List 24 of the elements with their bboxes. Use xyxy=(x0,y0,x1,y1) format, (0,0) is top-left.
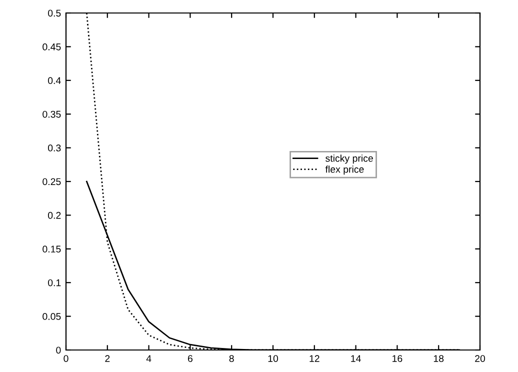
x-tick-label: 8 xyxy=(229,355,234,362)
y-tick-label: 0.1 xyxy=(48,279,61,286)
x-tick-label: 16 xyxy=(392,355,402,362)
x-tick-label: 20 xyxy=(475,355,486,362)
y-tick-label: 0 xyxy=(56,346,61,354)
y-tick-label: 0.05 xyxy=(42,313,61,320)
y-tick-label: 0.35 xyxy=(42,110,61,118)
x-tick-label: 4 xyxy=(146,355,152,362)
x-tick-label: 14 xyxy=(351,355,361,362)
x-tick-label: 10 xyxy=(268,355,278,362)
x-tick-label: 0 xyxy=(64,355,68,362)
y-tick-label: 0.3 xyxy=(48,144,61,152)
y-tick-label: 0.25 xyxy=(42,178,61,186)
y-tick-label: 0.4 xyxy=(48,77,61,84)
y-tick-label: 0.5 xyxy=(48,10,61,17)
y-tick-label: 0.15 xyxy=(42,246,61,253)
x-tick-label: 18 xyxy=(434,355,444,362)
x-tick-label: 2 xyxy=(105,355,110,362)
y-tick-label: 0.2 xyxy=(48,212,61,219)
legend-label: flex price xyxy=(325,166,364,175)
y-tick-label: 0.45 xyxy=(42,43,61,50)
x-tick-label: 6 xyxy=(188,355,192,362)
legend-label: sticky price xyxy=(326,154,373,164)
x-tick-label: 12 xyxy=(310,355,320,362)
